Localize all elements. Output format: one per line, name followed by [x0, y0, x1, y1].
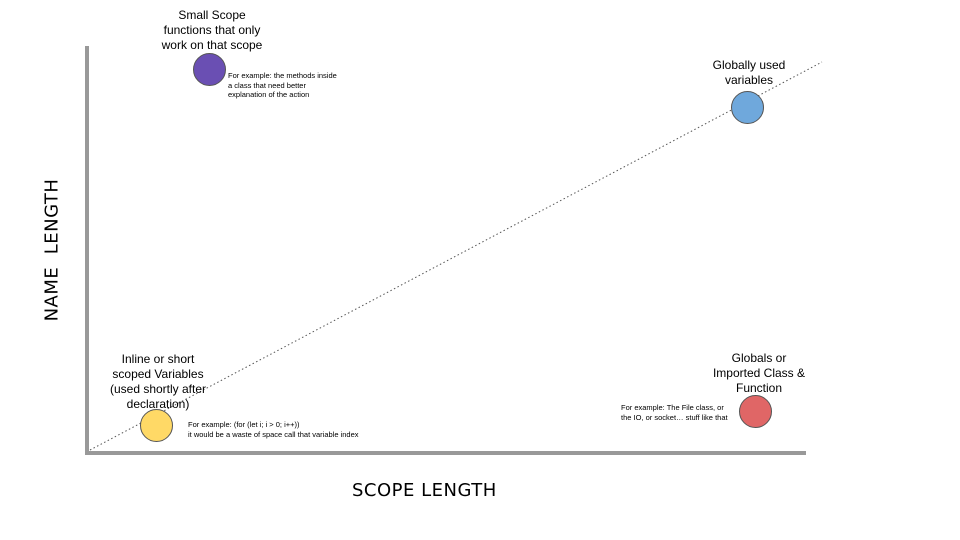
inline-scoped-variables-dot — [140, 409, 173, 442]
note-line: For example: the methods inside — [228, 71, 337, 80]
label-line: Globally used — [712, 58, 786, 72]
inline-scoped-variables-label: Inline or short scoped Variables (used s… — [98, 352, 218, 412]
globally-used-variables-dot — [731, 91, 764, 124]
note-line: the IO, or socket… stuff like that — [621, 412, 728, 422]
label-line: Small Scope — [178, 8, 246, 22]
note-line: For example: (for (let i; i > 0; i++)) — [188, 420, 300, 429]
label-line: (used shortly after — [109, 382, 207, 396]
label-line: Inline or short — [121, 352, 195, 366]
small-scope-functions-dot — [193, 53, 226, 86]
globals-imported-dot — [739, 395, 772, 428]
small-scope-functions-note: For example: the methods inside a class … — [228, 71, 337, 100]
label-line: variables — [724, 73, 774, 87]
y-axis-title: NAME LENGTH — [41, 178, 63, 322]
x-axis-title: SCOPE LENGTH — [352, 480, 497, 501]
small-scope-functions-label: Small Scope functions that only work on … — [152, 8, 272, 53]
note-line: For example: The File class, or — [621, 403, 724, 412]
label-line: declaration) — [126, 397, 190, 411]
label-line: functions that only — [163, 23, 261, 37]
globals-imported-label: Globals or Imported Class & Function — [703, 351, 815, 396]
label-line: Function — [735, 381, 783, 395]
note-line: a class that need better — [228, 80, 306, 90]
label-line: Imported Class & — [712, 366, 806, 380]
globals-imported-note: For example: The File class, or the IO, … — [621, 403, 728, 422]
label-line: scoped Variables — [112, 367, 204, 381]
label-line: Globals or — [731, 351, 787, 365]
inline-scoped-variables-note: For example: (for (let i; i > 0; i++)) i… — [188, 420, 359, 439]
globally-used-variables-label: Globally used variables — [699, 58, 799, 88]
label-line: work on that scope — [161, 38, 263, 52]
note-line: it would be a waste of space call that v… — [188, 429, 359, 439]
note-line: explanation of the action — [228, 90, 310, 99]
